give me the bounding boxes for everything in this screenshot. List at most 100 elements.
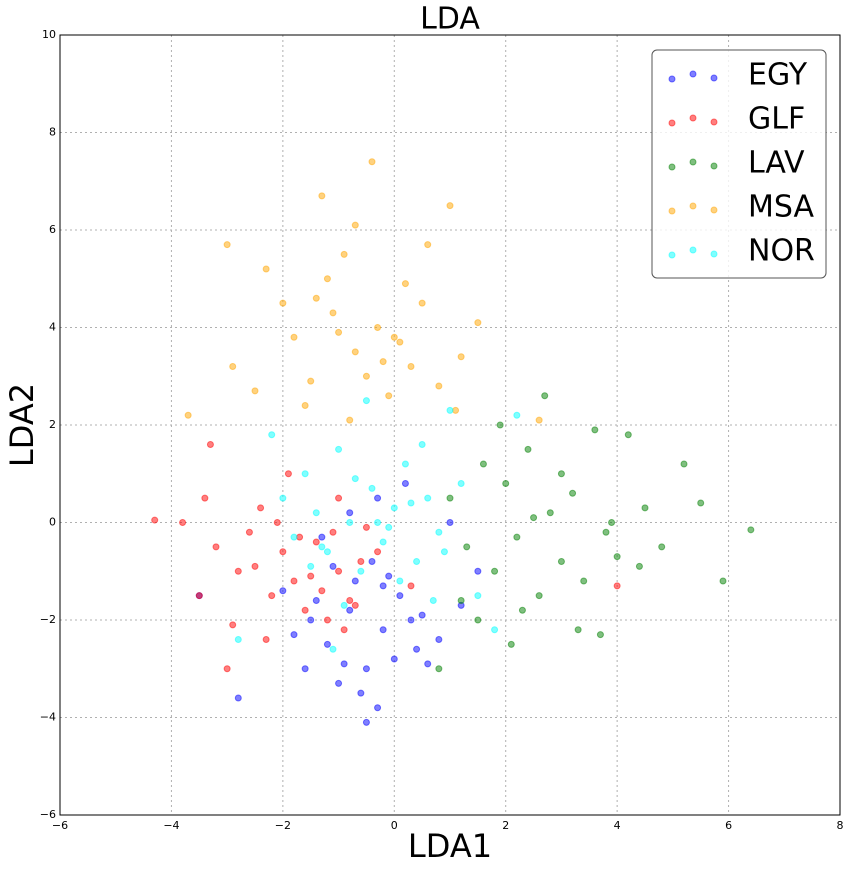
point [362, 665, 370, 673]
point [407, 499, 415, 507]
point [390, 333, 398, 341]
point [307, 377, 315, 385]
point [179, 519, 187, 526]
point [635, 562, 643, 570]
point [195, 592, 203, 600]
y-tick-label: −6 [40, 808, 56, 821]
point [234, 567, 242, 575]
legend-marker [710, 118, 718, 126]
point [435, 528, 443, 536]
point [362, 523, 370, 531]
point [279, 587, 287, 595]
point [251, 562, 259, 570]
point [535, 416, 543, 424]
point [340, 250, 348, 258]
point [446, 202, 454, 210]
point [346, 597, 354, 604]
legend-marker [668, 75, 676, 83]
point [474, 567, 482, 575]
point [440, 548, 448, 556]
point [262, 636, 270, 643]
point [390, 504, 398, 512]
point [346, 519, 354, 526]
point [524, 445, 532, 453]
point [340, 660, 348, 668]
point [418, 441, 426, 448]
point [362, 397, 370, 405]
point [413, 558, 421, 565]
point [396, 338, 404, 346]
point [474, 319, 482, 327]
point [474, 592, 482, 600]
point [257, 504, 265, 512]
point [613, 553, 621, 561]
legend-marker [689, 202, 697, 210]
point [357, 567, 365, 575]
point [641, 504, 649, 512]
point [229, 363, 237, 370]
point [424, 494, 432, 502]
point [424, 241, 432, 249]
point [535, 592, 543, 600]
point [329, 645, 337, 653]
point [329, 309, 337, 317]
y-tick-label: 8 [49, 126, 56, 139]
point [574, 626, 582, 634]
point [351, 577, 359, 585]
point [479, 460, 487, 468]
point [491, 626, 499, 634]
y-tick-label: 2 [49, 418, 56, 431]
point [223, 665, 231, 673]
point [496, 421, 504, 429]
point [335, 494, 343, 502]
point [407, 582, 415, 590]
point [591, 426, 599, 434]
point [351, 221, 359, 229]
x-tick-label: 4 [614, 819, 621, 832]
x-tick-label: 2 [502, 819, 509, 832]
legend-marker [668, 207, 676, 215]
point [307, 562, 315, 570]
point [530, 514, 538, 522]
point [307, 616, 315, 624]
point [318, 543, 326, 551]
point [596, 631, 604, 639]
x-tick-label: −4 [163, 819, 179, 832]
point [362, 372, 370, 380]
point [351, 475, 359, 483]
legend-label: LAV [748, 146, 805, 181]
point [301, 470, 309, 478]
point [273, 519, 281, 526]
point [379, 626, 387, 634]
legend-label: MSA [748, 190, 814, 225]
point [608, 519, 616, 526]
point [680, 460, 688, 468]
point [569, 489, 577, 497]
point [418, 299, 426, 307]
point [251, 387, 259, 395]
point [658, 543, 666, 551]
point [435, 665, 443, 673]
point [502, 480, 510, 487]
point [229, 621, 237, 629]
point [279, 494, 287, 502]
point [368, 558, 376, 565]
point [223, 241, 231, 249]
point [368, 484, 376, 492]
point [312, 509, 320, 517]
point [541, 392, 549, 400]
point [518, 606, 526, 614]
legend-label: GLF [748, 102, 805, 137]
point [335, 328, 343, 336]
point [290, 631, 298, 639]
point [697, 499, 705, 507]
legend-marker [668, 251, 676, 259]
legend-marker [668, 119, 676, 127]
point [546, 509, 554, 517]
point [279, 299, 287, 307]
point [346, 606, 354, 614]
point [290, 577, 298, 585]
point [201, 494, 209, 502]
legend-marker [689, 114, 697, 122]
legend-box [651, 49, 827, 279]
